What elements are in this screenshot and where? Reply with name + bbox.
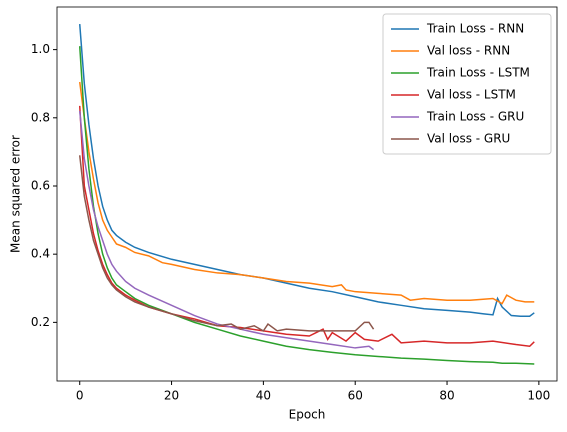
line-series: [78, 23, 535, 317]
x-tick-label: 60: [348, 389, 363, 403]
legend-label: Train Loss - LSTM: [426, 66, 530, 80]
y-axis-label: Mean squared error: [9, 135, 23, 253]
legend-label: Val loss - RNN: [427, 44, 510, 58]
x-tick-label: 80: [439, 389, 454, 403]
legend-label: Train Loss - RNN: [426, 22, 524, 36]
x-tick-label: 20: [164, 389, 179, 403]
y-tick-label: 0.8: [31, 110, 50, 124]
x-tick-label: 40: [256, 389, 271, 403]
line-series: [78, 81, 535, 305]
x-tick-label: 0: [76, 389, 84, 403]
line-series: [78, 155, 375, 332]
legend-label: Val loss - GRU: [427, 132, 510, 146]
y-tick-label: 0.6: [31, 178, 50, 192]
y-tick-label: 1.0: [31, 42, 50, 56]
x-axis-label: Epoch: [289, 408, 326, 422]
legend-label: Val loss - LSTM: [427, 88, 516, 102]
line-series: [78, 105, 535, 348]
legend-box: [382, 13, 552, 155]
line-series: [78, 110, 375, 351]
y-tick-label: 0.4: [31, 247, 50, 261]
line-series: [78, 46, 535, 365]
legend-label: Train Loss - GRU: [426, 110, 524, 124]
plot-frame: [56, 6, 558, 382]
x-tick-label: 100: [527, 389, 550, 403]
y-tick-label: 0.2: [31, 315, 50, 329]
